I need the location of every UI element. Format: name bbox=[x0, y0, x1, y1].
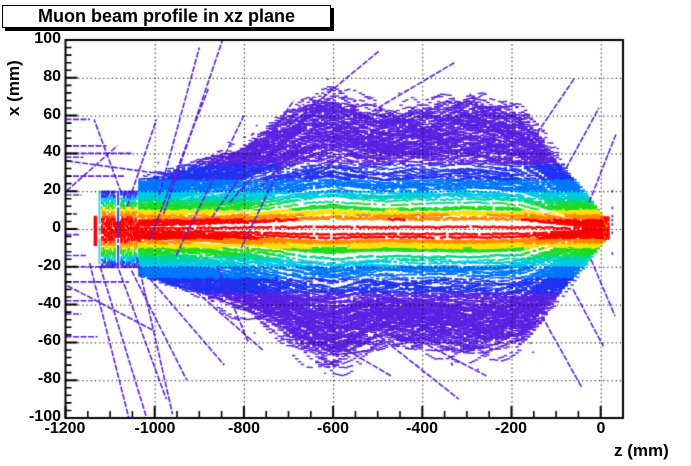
y-tick-label: 20 bbox=[43, 181, 61, 198]
y-tick-label: -20 bbox=[37, 257, 61, 274]
x-tick-label: -1000 bbox=[134, 420, 176, 437]
x-axis-title: z (mm) bbox=[614, 441, 669, 460]
x-tick-label: 0 bbox=[596, 420, 606, 437]
y-tick-label: 100 bbox=[34, 30, 61, 47]
y-tick-label: 60 bbox=[43, 106, 61, 123]
y-tick-label: -60 bbox=[37, 332, 61, 349]
y-tick-label: -40 bbox=[37, 295, 61, 312]
x-tick-label: -800 bbox=[227, 420, 261, 437]
y-tick-label: 80 bbox=[43, 68, 61, 85]
x-tick-label: -400 bbox=[405, 420, 439, 437]
x-tick-label: -1200 bbox=[44, 420, 86, 437]
x-tick-label: -200 bbox=[494, 420, 528, 437]
y-tick-label: 40 bbox=[43, 143, 61, 160]
plot-title: Muon beam profile in xz plane bbox=[2, 5, 331, 28]
y-tick-label: -100 bbox=[28, 408, 61, 425]
y-axis-title: x (mm) bbox=[4, 60, 23, 116]
y-tick-label: -80 bbox=[37, 370, 61, 387]
y-tick-label: 0 bbox=[52, 219, 61, 236]
x-tick-label: -600 bbox=[316, 420, 350, 437]
